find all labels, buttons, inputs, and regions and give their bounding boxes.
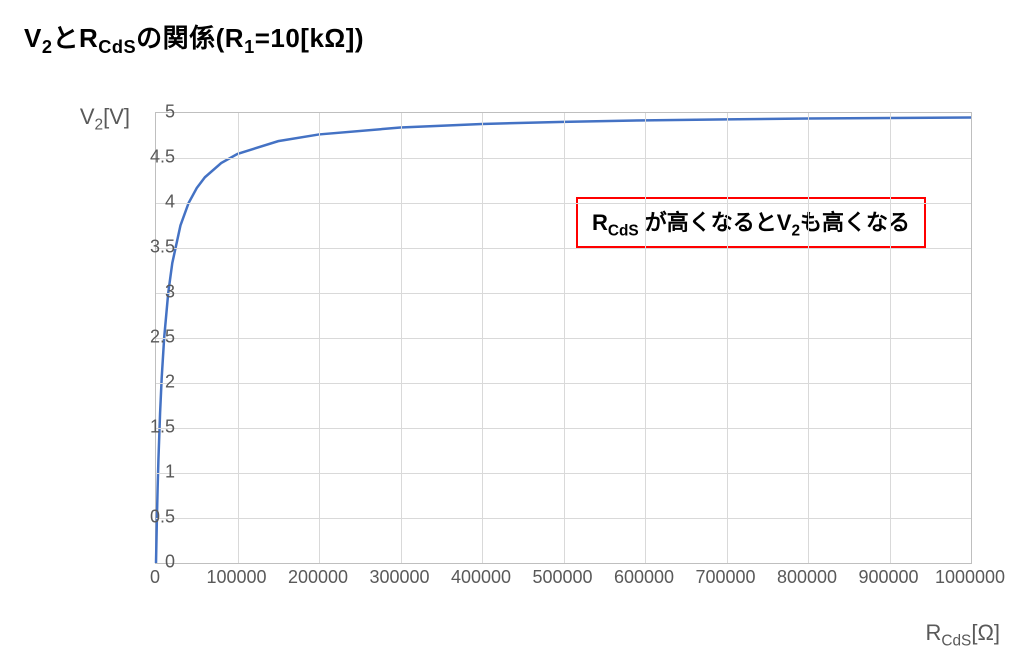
x-tick-label: 1000000 (935, 567, 1005, 588)
y-tick-label: 5 (115, 102, 175, 123)
gridline-h (156, 428, 971, 429)
title-cds-sub: CdS (98, 37, 136, 57)
gridline-h (156, 383, 971, 384)
y-tick-label: 3 (115, 282, 175, 303)
gridline-h (156, 473, 971, 474)
annotation-box: RCdS が高くなるとV2も高くなる (576, 197, 926, 248)
gridline-h (156, 293, 971, 294)
x-axis-label: RCdS[Ω] (925, 620, 1000, 650)
title-tail: =10[kΩ]) (255, 23, 364, 53)
x-axis-label-main: R (925, 620, 941, 645)
page-title: V2とRCdSの関係(R1=10[kΩ]) (24, 18, 364, 58)
y-tick-label: 1 (115, 462, 175, 483)
plot-region: RCdS が高くなるとV2も高くなる (155, 112, 972, 564)
y-tick-label: 1.5 (115, 417, 175, 438)
annot-mid: が高くなるとV (639, 210, 792, 235)
y-tick-label: 0.5 (115, 507, 175, 528)
x-tick-label: 300000 (369, 567, 429, 588)
gridline-h (156, 203, 971, 204)
y-tick-label: 0 (115, 552, 175, 573)
x-tick-label: 100000 (206, 567, 266, 588)
x-tick-label: 800000 (777, 567, 837, 588)
annot-cds: CdS (608, 222, 639, 239)
y-tick-label: 2.5 (115, 327, 175, 348)
annot-tail: も高くなる (800, 210, 910, 235)
x-tick-label: 400000 (451, 567, 511, 588)
annot-R: R (592, 210, 608, 235)
y-tick-label: 4 (115, 192, 175, 213)
gridline-h (156, 518, 971, 519)
annot-v2: 2 (791, 222, 800, 239)
title-v2-sub: 2 (42, 37, 53, 57)
y-axis-label-main: V (80, 104, 95, 129)
x-axis-label-unit: [Ω] (971, 620, 1000, 645)
x-tick-label: 600000 (614, 567, 674, 588)
chart-area: V2[V] RCdS[Ω] RCdS が高くなるとV2も高くなる 0100000… (60, 90, 1000, 650)
y-tick-label: 4.5 (115, 147, 175, 168)
gridline-h (156, 248, 971, 249)
x-tick-label: 200000 (288, 567, 348, 588)
gridline-h (156, 158, 971, 159)
title-v2-V: V (24, 23, 42, 53)
y-tick-label: 3.5 (115, 237, 175, 258)
title-rel-R1: の関係(R (136, 23, 244, 53)
y-axis-label-sub: 2 (95, 116, 104, 133)
x-tick-label: 700000 (695, 567, 755, 588)
x-axis-label-sub: CdS (941, 632, 971, 649)
gridline-h (156, 338, 971, 339)
x-tick-label: 500000 (532, 567, 592, 588)
title-r1-sub: 1 (244, 37, 255, 57)
y-tick-label: 2 (115, 372, 175, 393)
title-to-R: とR (52, 23, 98, 53)
x-tick-label: 900000 (858, 567, 918, 588)
